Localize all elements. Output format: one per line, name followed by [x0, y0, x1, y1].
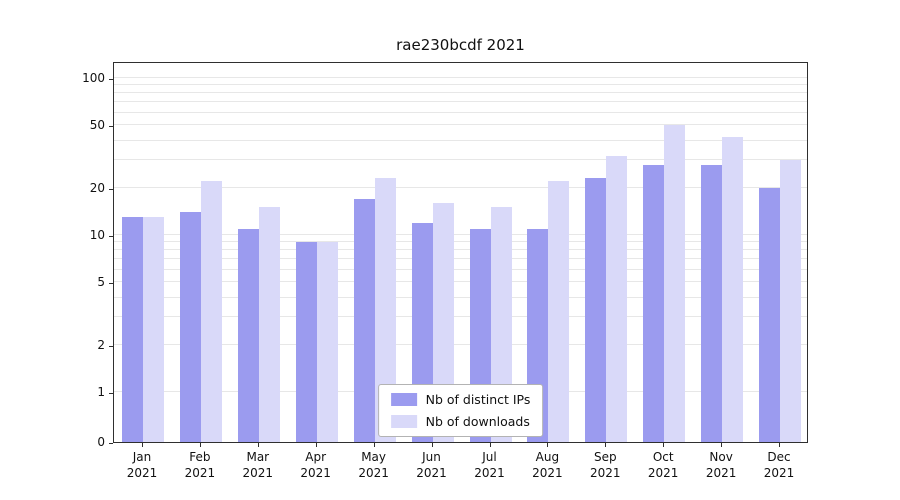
- y-tick-label: 1: [97, 385, 105, 399]
- legend-label-distinct-ips: Nb of distinct IPs: [425, 392, 531, 407]
- x-tick-label: Aug 2021: [532, 450, 563, 480]
- y-tick-mark: [109, 126, 113, 128]
- gridline: [114, 77, 807, 78]
- y-tick-label: 0: [97, 435, 105, 449]
- x-tick-label: Feb 2021: [184, 450, 216, 480]
- gridline: [114, 241, 807, 243]
- y-tick-mark: [109, 345, 113, 347]
- x-tick-mark: [373, 443, 375, 447]
- bar-downloads-may: [374, 178, 396, 442]
- gridline: [114, 84, 807, 86]
- x-tick-label: Dec 2021: [763, 450, 795, 480]
- bar-distinct-ips-mar: [237, 228, 259, 442]
- legend-item-distinct-ips: Nb of distinct IPs: [390, 392, 531, 407]
- y-tick-mark: [109, 79, 113, 80]
- legend-swatch-downloads: [390, 415, 417, 428]
- gridline: [114, 281, 807, 283]
- bar-downloads-nov: [722, 137, 744, 442]
- x-tick-label: Nov 2021: [705, 450, 737, 480]
- gridline: [114, 343, 807, 345]
- x-tick-mark: [547, 443, 549, 447]
- gridline: [114, 159, 807, 161]
- gridline: [114, 124, 807, 126]
- bar-distinct-ips-nov: [701, 164, 723, 442]
- gridline: [114, 186, 807, 188]
- bar-downloads-feb: [200, 181, 222, 442]
- gridline: [114, 111, 807, 113]
- x-tick-mark: [431, 443, 433, 447]
- y-tick-mark: [109, 443, 113, 444]
- x-tick-mark: [315, 443, 317, 447]
- x-tick-mark: [489, 443, 491, 447]
- y-tick-label: 50: [89, 118, 105, 133]
- bar-downloads-mar: [258, 207, 280, 442]
- legend-item-downloads: Nb of downloads: [390, 414, 531, 429]
- bar-downloads-jan: [143, 217, 164, 442]
- x-tick-label: Apr 2021: [300, 450, 331, 480]
- x-tick-mark: [605, 443, 607, 447]
- x-tick-mark: [199, 443, 201, 447]
- x-tick-mark: [142, 443, 143, 447]
- bar-distinct-ips-apr: [295, 242, 317, 442]
- x-tick-mark: [779, 443, 780, 447]
- bar-distinct-ips-sep: [585, 178, 607, 442]
- y-tick-label: 100: [82, 71, 105, 85]
- bar-downloads-dec: [780, 160, 801, 442]
- gridline: [114, 139, 807, 141]
- y-tick-label: 2: [97, 337, 105, 352]
- bar-downloads-apr: [316, 242, 338, 442]
- gridline: [114, 268, 807, 270]
- legend-label-downloads: Nb of downloads: [425, 414, 530, 429]
- y-tick-mark: [109, 393, 113, 394]
- y-tick-mark: [109, 188, 113, 190]
- x-tick-label: May 2021: [358, 450, 389, 480]
- y-tick-mark: [109, 283, 113, 285]
- y-tick-label: 5: [97, 275, 105, 290]
- x-tick-label: Jul 2021: [474, 450, 505, 480]
- x-tick-label: Oct 2021: [647, 450, 679, 480]
- y-tick-label: 20: [89, 180, 105, 195]
- legend: Nb of distinct IPs Nb of downloads: [377, 384, 544, 437]
- x-tick-label: Mar 2021: [242, 450, 274, 480]
- x-tick-mark: [663, 443, 665, 447]
- bar-distinct-ips-oct: [643, 164, 665, 442]
- legend-swatch-distinct-ips: [390, 393, 417, 406]
- gridline: [114, 249, 807, 251]
- bar-downloads-aug: [548, 181, 570, 442]
- y-tick-label: 10: [89, 228, 105, 242]
- gridline: [114, 258, 807, 260]
- gridline: [114, 92, 807, 94]
- bar-downloads-sep: [606, 155, 628, 442]
- bar-downloads-oct: [664, 125, 686, 442]
- chart-title: rae230bcdf 2021: [396, 36, 525, 54]
- bar-distinct-ips-feb: [179, 212, 201, 442]
- gridline: [114, 234, 807, 235]
- gridline: [114, 296, 807, 298]
- bar-distinct-ips-may: [353, 198, 375, 442]
- bar-downloads-jun: [432, 203, 454, 442]
- y-tick-mark: [109, 236, 113, 237]
- plot-area: Nb of distinct IPs Nb of downloads: [113, 62, 808, 443]
- x-tick-mark: [721, 443, 723, 447]
- x-tick-label: Jun 2021: [416, 450, 447, 480]
- x-tick-mark: [257, 443, 259, 447]
- x-tick-label: Sep 2021: [590, 450, 621, 480]
- bar-distinct-ips-dec: [759, 187, 780, 442]
- gridline: [114, 316, 807, 318]
- gridline: [114, 101, 807, 103]
- bar-downloads-jul: [490, 207, 512, 442]
- bar-distinct-ips-jan: [122, 217, 143, 442]
- x-tick-label: Jan 2021: [126, 450, 158, 480]
